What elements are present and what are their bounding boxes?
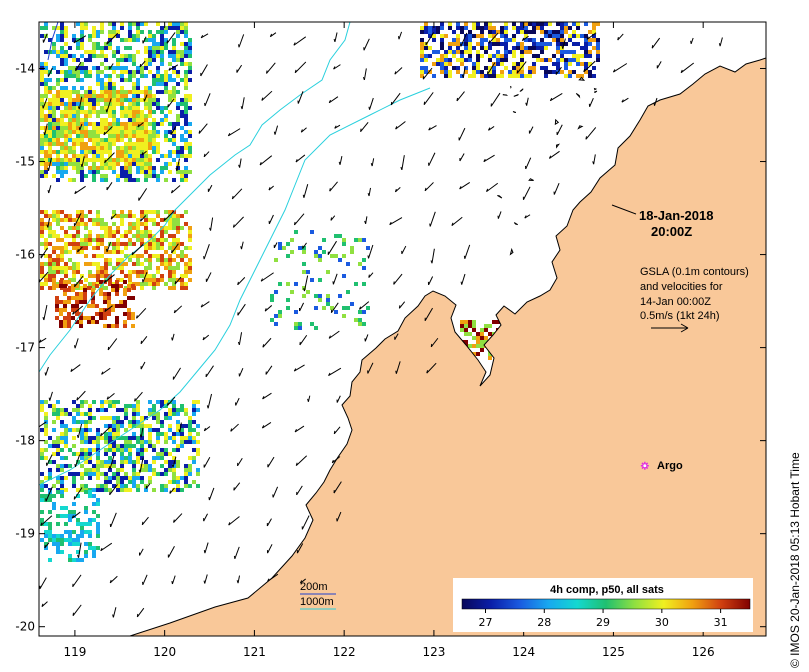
y-tick-label: -19: [15, 527, 35, 541]
contour-200m: [47, 22, 59, 61]
gsla-line-2: and velocities for: [640, 281, 723, 293]
y-tick-label: -16: [15, 248, 35, 262]
colorbar: [461, 598, 751, 610]
x-tick-label: 126: [692, 645, 715, 659]
velocity-arrows: [39, 31, 723, 618]
x-tick-label: 125: [602, 645, 625, 659]
credit-text: © IMOS 20-Jan-2018 05:13 Hobart Time: [788, 452, 802, 668]
x-axis: 119 120 121 122 123 124 125 126: [63, 22, 715, 659]
gsla-line-3: 14-Jan 00:00Z: [640, 296, 711, 308]
scale-arrow-icon: [651, 323, 689, 333]
date-pointer: [611, 204, 637, 215]
colorbar-ticks: 27 28 29 30 31: [479, 609, 728, 629]
land-mass: [129, 22, 766, 636]
coastline-detail: [497, 76, 598, 256]
y-tick-label: -15: [15, 155, 35, 169]
argo-float-icon: [640, 461, 649, 470]
y-tick-label: -17: [15, 341, 35, 355]
x-tick-label: 121: [243, 645, 266, 659]
y-tick-label: -14: [15, 62, 35, 76]
gsla-line-1: GSLA (0.1m contours): [640, 266, 749, 278]
colorbar-title: 4h comp, p50, all sats: [550, 584, 664, 596]
colorbar-tick-label: 31: [714, 616, 728, 629]
y-tick-label: -20: [15, 620, 35, 634]
x-tick-label: 123: [422, 645, 445, 659]
colorbar-tick-label: 28: [537, 616, 551, 629]
x-tick-label: 124: [512, 645, 535, 659]
contour-1000m: [39, 22, 351, 373]
date-label: 18-Jan-2018: [639, 208, 713, 223]
y-axis: -14 -15 -16 -17 -18 -19 -20: [15, 62, 766, 634]
gsla-line-4: 0.5m/s (1kt 24h): [640, 310, 719, 322]
argo-label: Argo: [657, 460, 683, 472]
colorbar-tick-label: 27: [479, 616, 493, 629]
plot-frame: [38, 21, 767, 637]
contour-1000m-b: [39, 87, 431, 486]
colorbar-tick-label: 30: [655, 616, 669, 629]
sst-pixels: [40, 22, 600, 562]
y-tick-label: -18: [15, 434, 35, 448]
x-tick-label: 120: [153, 645, 176, 659]
contour-legend-1000m: 1000m: [300, 596, 334, 608]
contour-legend-200m: 200m: [300, 581, 328, 593]
colorbar-tick-label: 29: [596, 616, 610, 629]
time-label: 20:00Z: [651, 224, 692, 239]
x-tick-label: 122: [333, 645, 356, 659]
x-tick-label: 119: [63, 645, 86, 659]
